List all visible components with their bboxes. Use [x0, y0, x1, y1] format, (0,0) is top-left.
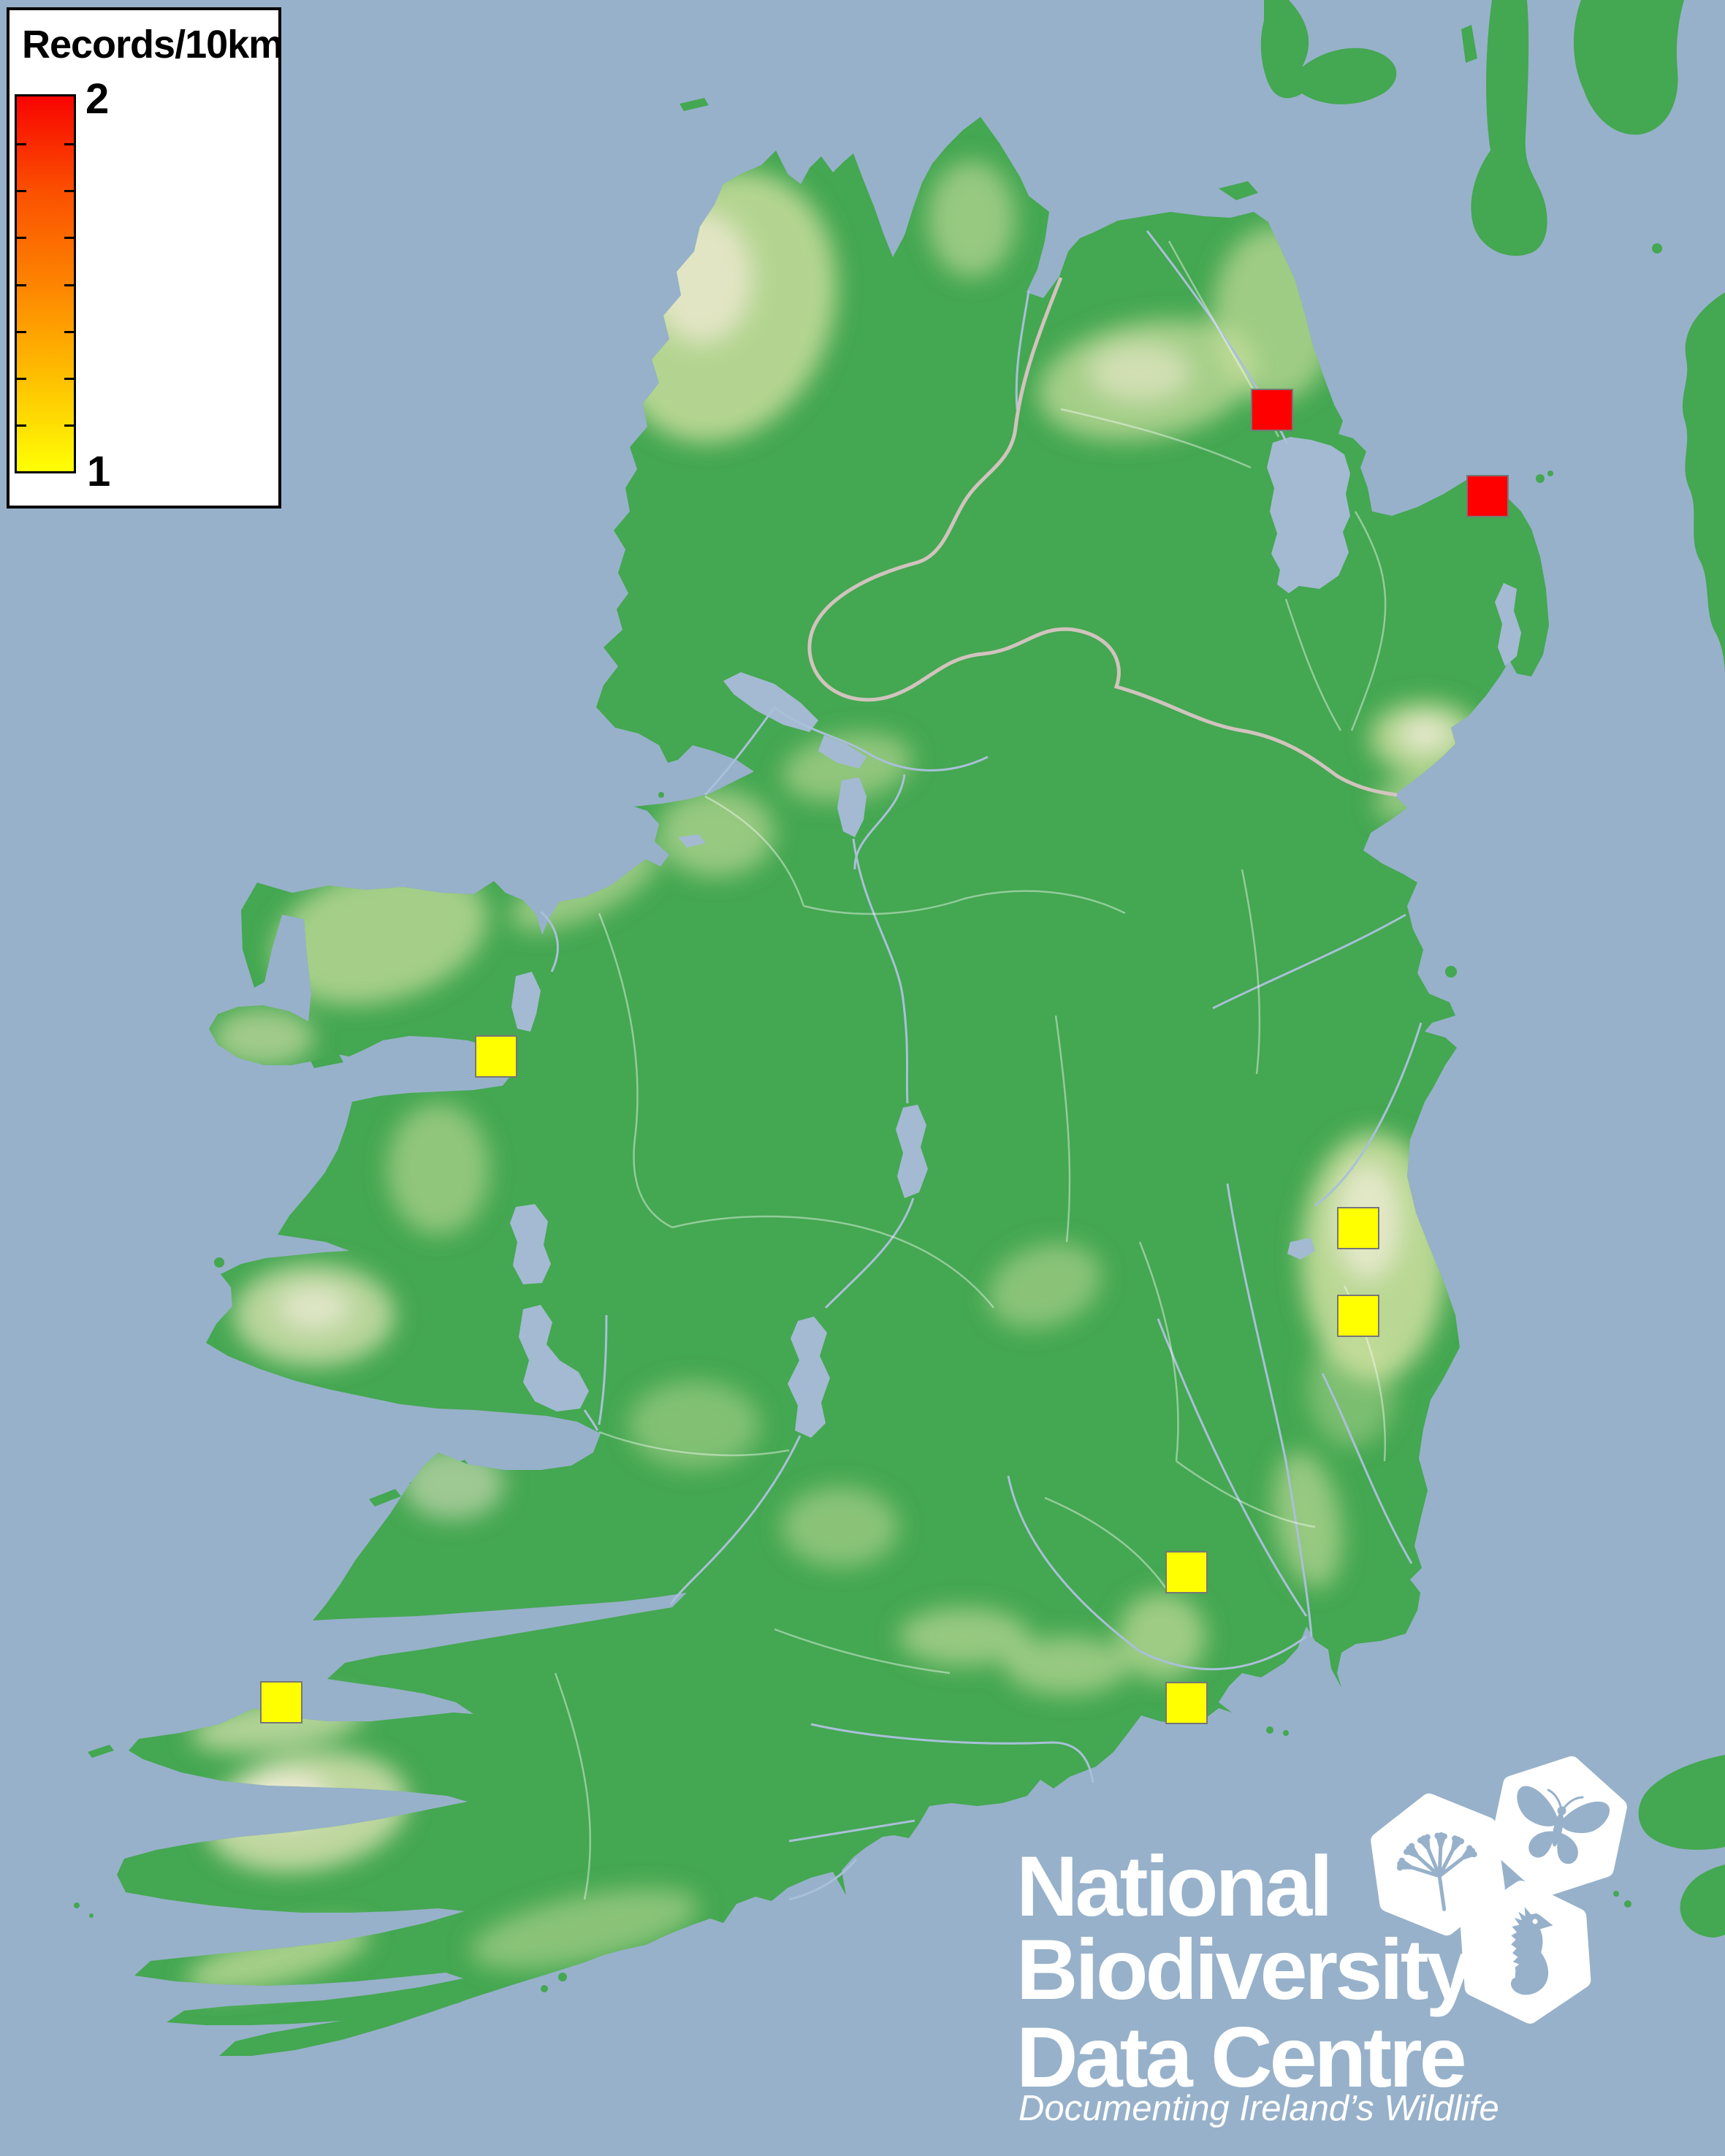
lakes — [510, 437, 1521, 1438]
county-boundaries — [554, 240, 1387, 1900]
legend-tick — [64, 284, 74, 286]
logo-line-1: National — [1016, 1838, 1333, 1934]
record-grid-square[interactable] — [1251, 389, 1293, 431]
legend-gradient-bar — [15, 94, 76, 473]
legend-max-label: 2 — [85, 75, 110, 123]
plant-umbel-icon — [1371, 1793, 1505, 1936]
wales-coast — [1613, 1755, 1725, 1938]
record-grid-square[interactable] — [1466, 475, 1509, 517]
legend-tick — [17, 143, 26, 145]
legend: Records/10km 2 1 — [7, 7, 283, 508]
logo-tagline: Documenting Ireland’s Wildlife — [1018, 2089, 1499, 2128]
legend-tick — [17, 424, 26, 427]
legend-tick — [64, 190, 74, 192]
small-islands — [74, 98, 1553, 1992]
legend-tick — [64, 378, 74, 380]
legend-tick — [17, 284, 26, 286]
record-grid-square[interactable] — [1337, 1207, 1379, 1249]
legend-title: Records/10km — [22, 23, 283, 66]
legend-tick — [64, 237, 74, 239]
legend-tick — [64, 331, 74, 333]
legend-tick — [17, 237, 26, 239]
legend-tick — [17, 331, 26, 333]
legend-min-label: 1 — [87, 448, 111, 495]
legend-tick — [64, 143, 74, 145]
logo-line-2: Biodiversity — [1016, 1921, 1474, 2017]
record-grid-square[interactable] — [1337, 1295, 1379, 1337]
logo-hexagons — [1371, 1756, 1627, 2024]
record-grid-square[interactable] — [260, 1681, 302, 1723]
logo-line-3: Data Centre — [1016, 2009, 1467, 2105]
record-grid-square[interactable] — [1165, 1551, 1208, 1593]
legend-tick — [17, 190, 26, 192]
seahorse-icon — [1460, 1881, 1591, 2024]
scotland-coast — [1260, 0, 1725, 672]
record-grid-square[interactable] — [475, 1035, 517, 1078]
ni-border — [807, 277, 1398, 797]
butterfly-icon — [1490, 1756, 1627, 1897]
lough-neagh — [1267, 437, 1350, 593]
record-grid-square[interactable] — [1165, 1682, 1208, 1724]
legend-tick — [17, 378, 26, 380]
legend-tick — [64, 424, 74, 427]
